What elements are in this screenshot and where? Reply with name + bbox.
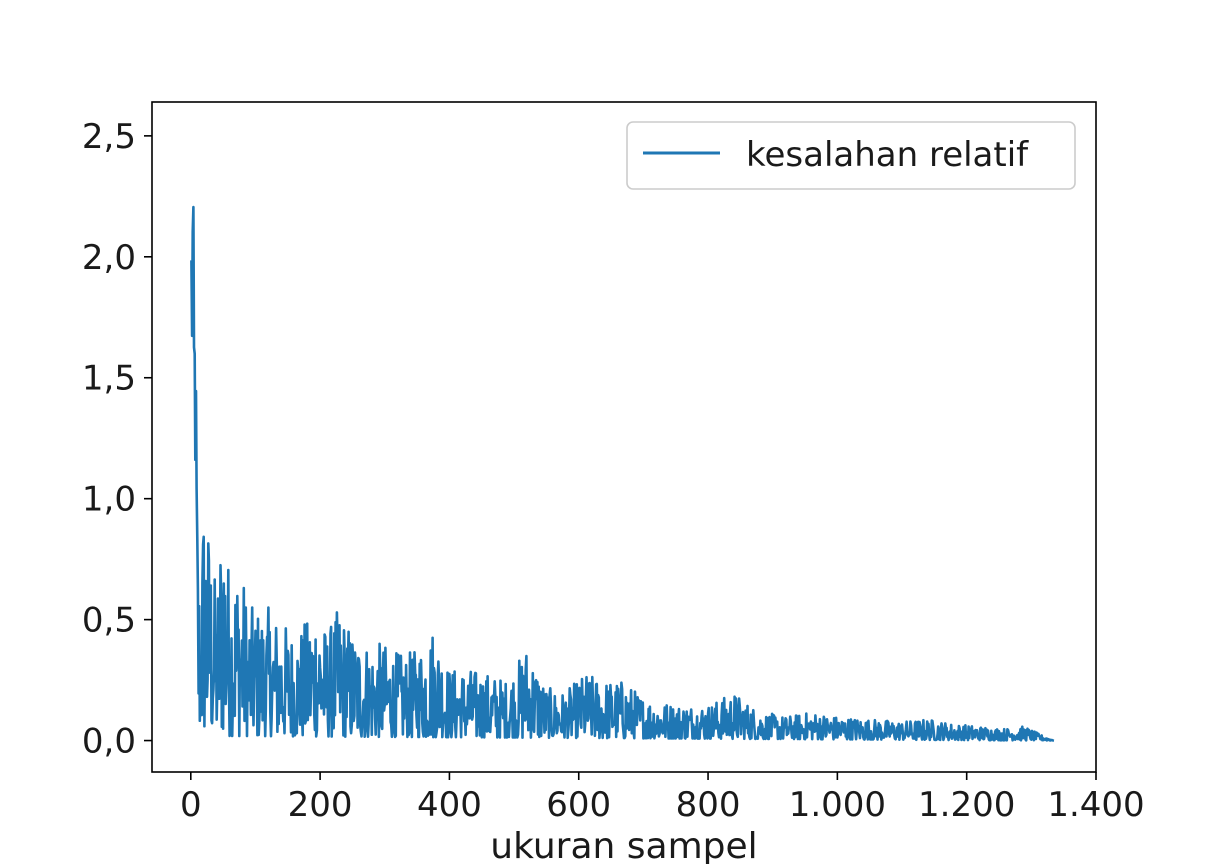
- x-tick-label: 1.000: [789, 785, 886, 825]
- y-tick-label: 2,5: [82, 117, 136, 157]
- legend: kesalahan relatif: [626, 121, 1076, 190]
- y-tick-label: 0,5: [82, 601, 136, 641]
- plot-area: [151, 101, 1097, 773]
- x-axis-label: ukuran sampel: [490, 826, 757, 864]
- y-tick-label: 0,0: [82, 722, 136, 762]
- y-tick-label: 2,0: [82, 238, 136, 278]
- series-layer: [190, 205, 1055, 742]
- x-axis-ticks: 0 200 400 600 800 1.000 1.200 1.400: [180, 772, 1145, 825]
- x-tick-label: 0: [180, 785, 202, 825]
- series-line-kesalahan-relatif: [190, 205, 1055, 742]
- x-tick-label: 200: [288, 785, 353, 825]
- legend-label-kesalahan-relatif: kesalahan relatif: [746, 135, 1029, 175]
- legend-box: [626, 121, 1076, 190]
- x-tick-label: 800: [676, 785, 741, 825]
- x-tick-label: 400: [417, 785, 482, 825]
- x-tick-label: 600: [546, 785, 611, 825]
- y-tick-label: 1,5: [82, 359, 136, 399]
- y-axis-ticks: 0,0 0,5 1,0 1,5 2,0 2,5: [82, 117, 152, 762]
- x-tick-label: 1.400: [1047, 785, 1144, 825]
- y-tick-label: 1,0: [82, 480, 136, 520]
- x-tick-label: 1.200: [918, 785, 1015, 825]
